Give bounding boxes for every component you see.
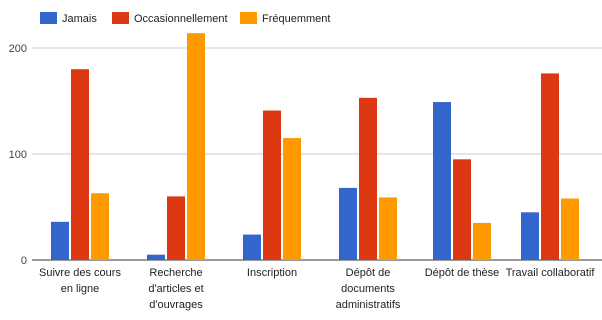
bar-occasionnellement-1: [167, 196, 185, 260]
bar-jamais-1: [147, 254, 165, 260]
y-tick-label: 200: [9, 43, 27, 55]
legend-swatch-jamais: [40, 12, 57, 24]
y-tick-label: 100: [9, 149, 27, 161]
bar-fréquemment-0: [91, 193, 109, 260]
legend-label-jamais: Jamais: [62, 13, 97, 25]
category-label: Travail collaboratif: [506, 267, 596, 279]
x-axis-categories: Suivre des cours en ligne Recherche d'artic…: [39, 267, 595, 311]
y-tick-label: 0: [21, 255, 27, 267]
legend: Jamais Occasionnellement Fréquemment: [40, 12, 330, 25]
bar-jamais-2: [243, 234, 261, 260]
bar-jamais-3: [339, 187, 357, 260]
bar-fréquemment-1: [187, 33, 205, 260]
category-label: Dépôt de documents administratifs: [336, 267, 401, 311]
legend-swatch-occasionnellement: [112, 12, 129, 24]
category-label: Inscription: [247, 267, 297, 279]
legend-swatch-fréquemment: [240, 12, 257, 24]
bar-occasionnellement-0: [71, 69, 89, 260]
bar-jamais-4: [433, 102, 451, 260]
grid-lines: [32, 47, 602, 261]
bar-jamais-5: [521, 212, 539, 260]
bar-jamais-0: [51, 221, 69, 260]
bar-fréquemment-4: [473, 222, 491, 260]
bar-occasionnellement-4: [453, 159, 471, 260]
bar-fréquemment-3: [379, 197, 397, 260]
legend-label-occasionnellement: Occasionnellement: [134, 13, 228, 25]
category-label: Dépôt de thèse: [425, 267, 500, 279]
category-label: Suivre des cours en ligne: [39, 267, 121, 295]
category-label: Recherche d'articles et d'ouvrages: [148, 267, 203, 311]
bar-occasionnellement-3: [359, 97, 377, 260]
bar-fréquemment-5: [561, 198, 579, 260]
bar-occasionnellement-5: [541, 73, 559, 260]
bar-fréquemment-2: [283, 138, 301, 260]
legend-label-fréquemment: Fréquemment: [262, 13, 330, 25]
y-axis-ticks: 0 100 200: [9, 43, 27, 267]
bars: [51, 33, 579, 260]
bar-occasionnellement-2: [263, 110, 281, 260]
